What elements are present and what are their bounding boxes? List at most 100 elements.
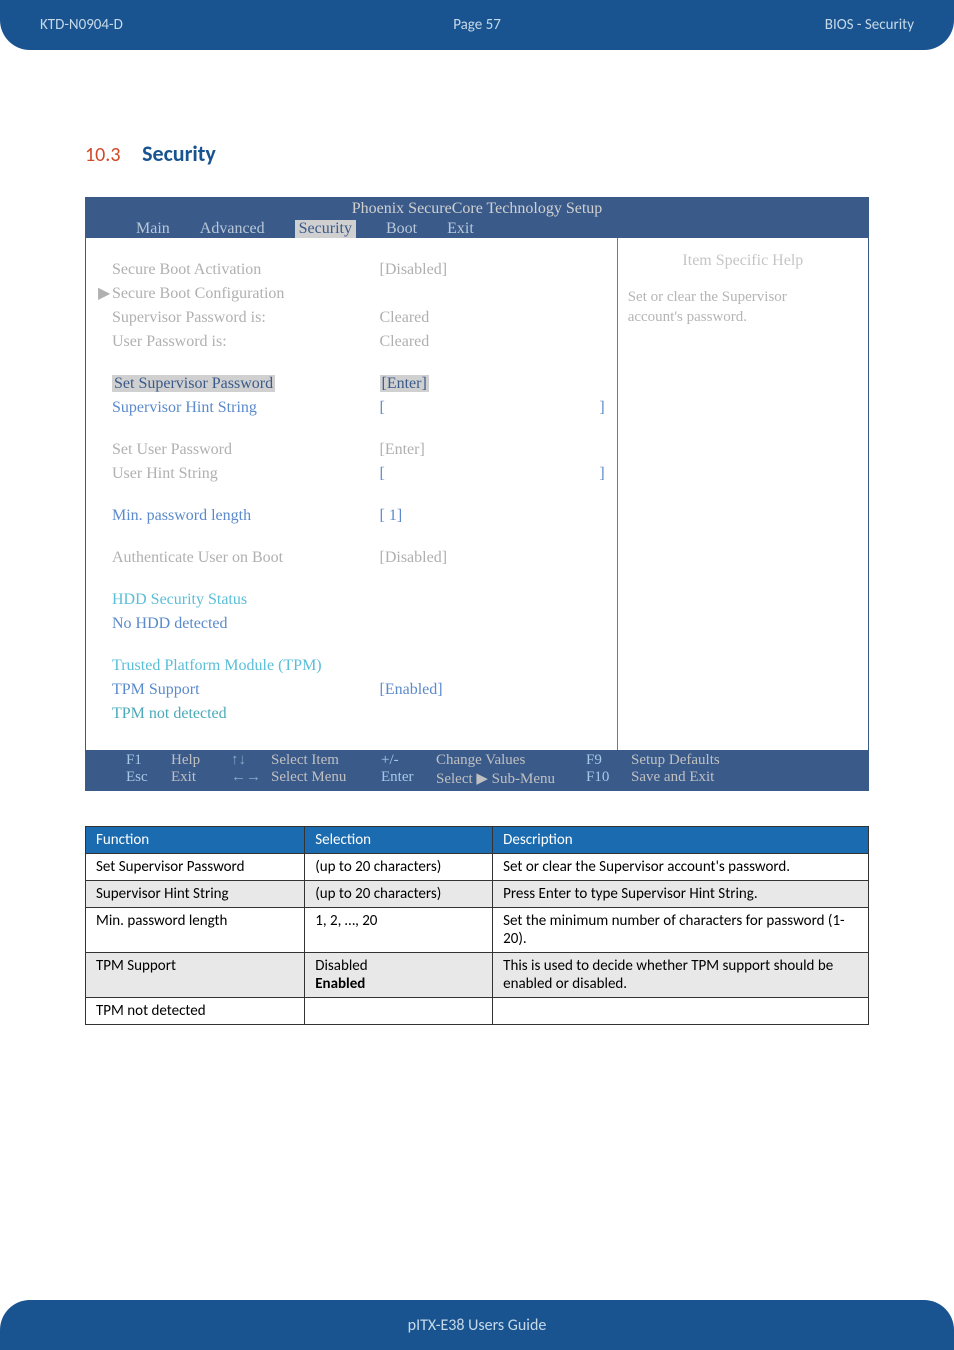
table-row: Set Supervisor Password (up to 20 charac…	[86, 854, 869, 881]
key-f10: F10	[586, 769, 631, 788]
key-f1: F1	[126, 752, 171, 769]
value: [Enter]	[380, 438, 568, 462]
section-label: BIOS - Security	[623, 16, 914, 34]
section-number: 10.3	[85, 143, 120, 167]
row-hdd-security-status: HDD Security Status	[98, 588, 605, 612]
value: [ 1]	[380, 504, 568, 528]
page-header: KTD-N0904-D Page 57 BIOS - Security	[0, 0, 954, 50]
label: Trusted Platform Module (TPM)	[112, 657, 322, 674]
footer-row-1: F1 Help ↑↓ Select Item +/- Change Values…	[86, 752, 868, 769]
bios-tabs: Main Advanced Security Boot Exit	[86, 220, 868, 238]
cell-selection: (up to 20 characters)	[305, 881, 493, 908]
action-select-submenu: Select ▶ Sub-Menu	[436, 769, 586, 788]
cell-selection: 1, 2, …, 20	[305, 908, 493, 953]
table-row: TPM not detected	[86, 998, 869, 1025]
tab-exit[interactable]: Exit	[447, 220, 474, 238]
bios-help-panel: Item Specific Help Set or clear the Supe…	[617, 238, 868, 750]
help-line-2: account's password.	[628, 308, 858, 328]
cell-description: Press Enter to type Supervisor Hint Stri…	[493, 881, 869, 908]
value-open: [	[380, 462, 568, 486]
table-row: Supervisor Hint String (up to 20 charact…	[86, 881, 869, 908]
tab-boot[interactable]: Boot	[386, 220, 417, 238]
action-save-exit: Save and Exit	[631, 769, 714, 788]
table-header-row: Function Selection Description	[86, 827, 869, 854]
value-open: [	[380, 396, 568, 420]
submenu-arrow-icon: ▶	[98, 282, 112, 306]
cell-selection: (up to 20 characters)	[305, 854, 493, 881]
row-tpm-support[interactable]: TPM Support [Enabled]	[98, 678, 605, 702]
key-esc: Esc	[126, 769, 171, 788]
value: [Enabled]	[380, 678, 568, 702]
description-table: Function Selection Description Set Super…	[85, 826, 869, 1025]
label: Set Supervisor Password	[112, 375, 275, 392]
cell-selection: DisabledEnabled	[305, 953, 493, 998]
label: Supervisor Password is:	[112, 309, 266, 326]
row-supervisor-pw-is: Supervisor Password is: Cleared	[98, 306, 605, 330]
bios-screenshot: Phoenix SecureCore Technology Setup Main…	[85, 197, 869, 791]
table-row: Min. password length 1, 2, …, 20 Set the…	[86, 908, 869, 953]
row-set-user-pw[interactable]: Set User Password [Enter]	[98, 438, 605, 462]
action-select-item: Select Item	[271, 752, 381, 769]
row-secure-boot-activation[interactable]: Secure Boot Activation [Disabled]	[98, 258, 605, 282]
row-set-supervisor-pw[interactable]: Set Supervisor Password [Enter]	[98, 372, 605, 396]
row-user-pw-is: User Password is: Cleared	[98, 330, 605, 354]
action-select-menu: Select Menu	[271, 769, 381, 788]
value: [Disabled]	[380, 546, 568, 570]
key-enter: Enter	[381, 769, 436, 788]
bios-title: Phoenix SecureCore Technology Setup	[86, 198, 868, 220]
table-row: TPM Support DisabledEnabled This is used…	[86, 953, 869, 998]
cell-description	[493, 998, 869, 1025]
tab-advanced[interactable]: Advanced	[200, 220, 265, 238]
cell-description: This is used to decide whether TPM suppo…	[493, 953, 869, 998]
page-footer: pITX-E38 Users Guide	[0, 1300, 954, 1350]
label: User Password is:	[112, 333, 227, 350]
help-title: Item Specific Help	[628, 252, 858, 270]
col-function: Function	[86, 827, 305, 854]
doc-code: KTD-N0904-D	[40, 16, 331, 34]
value: Cleared	[380, 330, 568, 354]
action-change-values: Change Values	[436, 752, 586, 769]
section-title: Security	[142, 140, 216, 167]
row-tpm-not-detected: TPM not detected	[98, 702, 605, 726]
cell-function: Min. password length	[86, 908, 305, 953]
row-user-hint[interactable]: User Hint String [ ]	[98, 462, 605, 486]
page-content: 10.3 Security Phoenix SecureCore Technol…	[0, 50, 954, 1025]
value: Cleared	[380, 306, 568, 330]
tab-main[interactable]: Main	[136, 220, 170, 238]
action-setup-defaults: Setup Defaults	[631, 752, 720, 769]
row-min-pw-length[interactable]: Min. password length [ 1]	[98, 504, 605, 528]
label: Secure Boot Activation	[112, 261, 261, 278]
action-help: Help	[171, 752, 231, 769]
row-supervisor-hint[interactable]: Supervisor Hint String [ ]	[98, 396, 605, 420]
value: [Enter]	[380, 375, 429, 392]
label: TPM not detected	[112, 705, 227, 722]
cell-function: Set Supervisor Password	[86, 854, 305, 881]
cell-selection	[305, 998, 493, 1025]
row-secure-boot-config[interactable]: ▶Secure Boot Configuration	[98, 282, 605, 306]
value-close: ]	[567, 462, 605, 486]
label: Authenticate User on Boot	[112, 549, 283, 566]
guide-title: pITX-E38 Users Guide	[408, 1316, 547, 1335]
row-tpm-header: Trusted Platform Module (TPM)	[98, 654, 605, 678]
col-description: Description	[493, 827, 869, 854]
tab-security[interactable]: Security	[295, 220, 356, 238]
value-close: ]	[567, 396, 605, 420]
key-plusminus: +/-	[381, 752, 436, 769]
value: [Disabled]	[380, 258, 568, 282]
page-number: Page 57	[331, 16, 622, 34]
col-selection: Selection	[305, 827, 493, 854]
arrows-leftright-icon: ←→	[231, 769, 271, 788]
cell-function: TPM not detected	[86, 998, 305, 1025]
label: No HDD detected	[112, 615, 228, 632]
section-heading: 10.3 Security	[85, 140, 869, 167]
footer-row-2: Esc Exit ←→ Select Menu Enter Select ▶ S…	[86, 769, 868, 788]
arrows-updown-icon: ↑↓	[231, 752, 271, 769]
row-no-hdd: No HDD detected	[98, 612, 605, 636]
key-f9: F9	[586, 752, 631, 769]
cell-description: Set the minimum number of characters for…	[493, 908, 869, 953]
row-auth-user-boot[interactable]: Authenticate User on Boot [Disabled]	[98, 546, 605, 570]
label: TPM Support	[112, 681, 200, 698]
cell-function: Supervisor Hint String	[86, 881, 305, 908]
bios-left-panel: Secure Boot Activation [Disabled] ▶Secur…	[86, 238, 617, 750]
help-text: Set or clear the Supervisor account's pa…	[628, 288, 858, 327]
